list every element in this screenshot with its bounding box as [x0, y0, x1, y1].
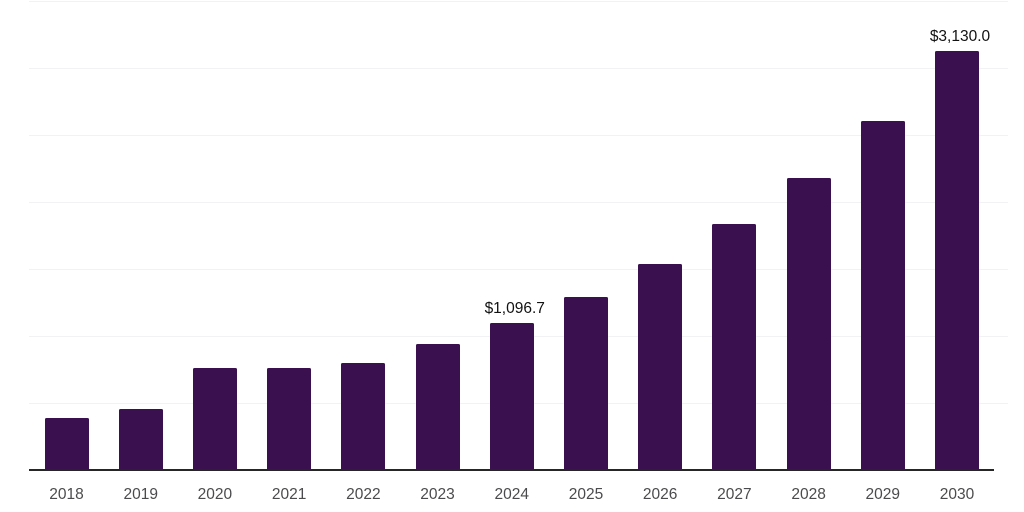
bar-2020 [192, 368, 237, 470]
x-axis-line [29, 469, 994, 471]
x-tick-label-2018: 2018 [49, 486, 84, 503]
x-tick-label-2028: 2028 [791, 486, 826, 503]
bar-2022 [341, 362, 386, 470]
bar-2023 [415, 343, 460, 470]
gridline [29, 68, 1008, 69]
x-tick-label-2024: 2024 [494, 486, 529, 503]
x-tick-label-2025: 2025 [568, 486, 604, 503]
bar-2018 [44, 418, 89, 470]
x-tick-label-2026: 2026 [642, 486, 678, 503]
bar-2019 [118, 409, 163, 470]
x-tick-label-2022: 2022 [346, 486, 381, 503]
bar-2029 [860, 120, 905, 470]
x-tick-label-2029: 2029 [865, 486, 901, 503]
bar-2028 [786, 178, 831, 470]
x-tick-label-2021: 2021 [271, 486, 307, 503]
bar-value-label-2024: $1,096.7 [484, 300, 545, 317]
bar-value-label-2030: $3,130.0 [929, 27, 991, 45]
bar-2026 [638, 264, 683, 470]
bar-2024 [489, 323, 534, 470]
bar-2030 [935, 50, 979, 470]
bar-2025 [564, 296, 608, 470]
x-tick-label-2030: 2030 [939, 486, 975, 503]
x-tick-label-2019: 2019 [123, 486, 158, 503]
bar-2021 [267, 367, 312, 470]
gridline [29, 1, 1008, 2]
x-tick-label-2027: 2027 [717, 486, 752, 503]
bar-2027 [712, 224, 757, 470]
x-tick-label-2023: 2023 [420, 486, 455, 503]
x-tick-label-2020: 2020 [197, 486, 233, 503]
